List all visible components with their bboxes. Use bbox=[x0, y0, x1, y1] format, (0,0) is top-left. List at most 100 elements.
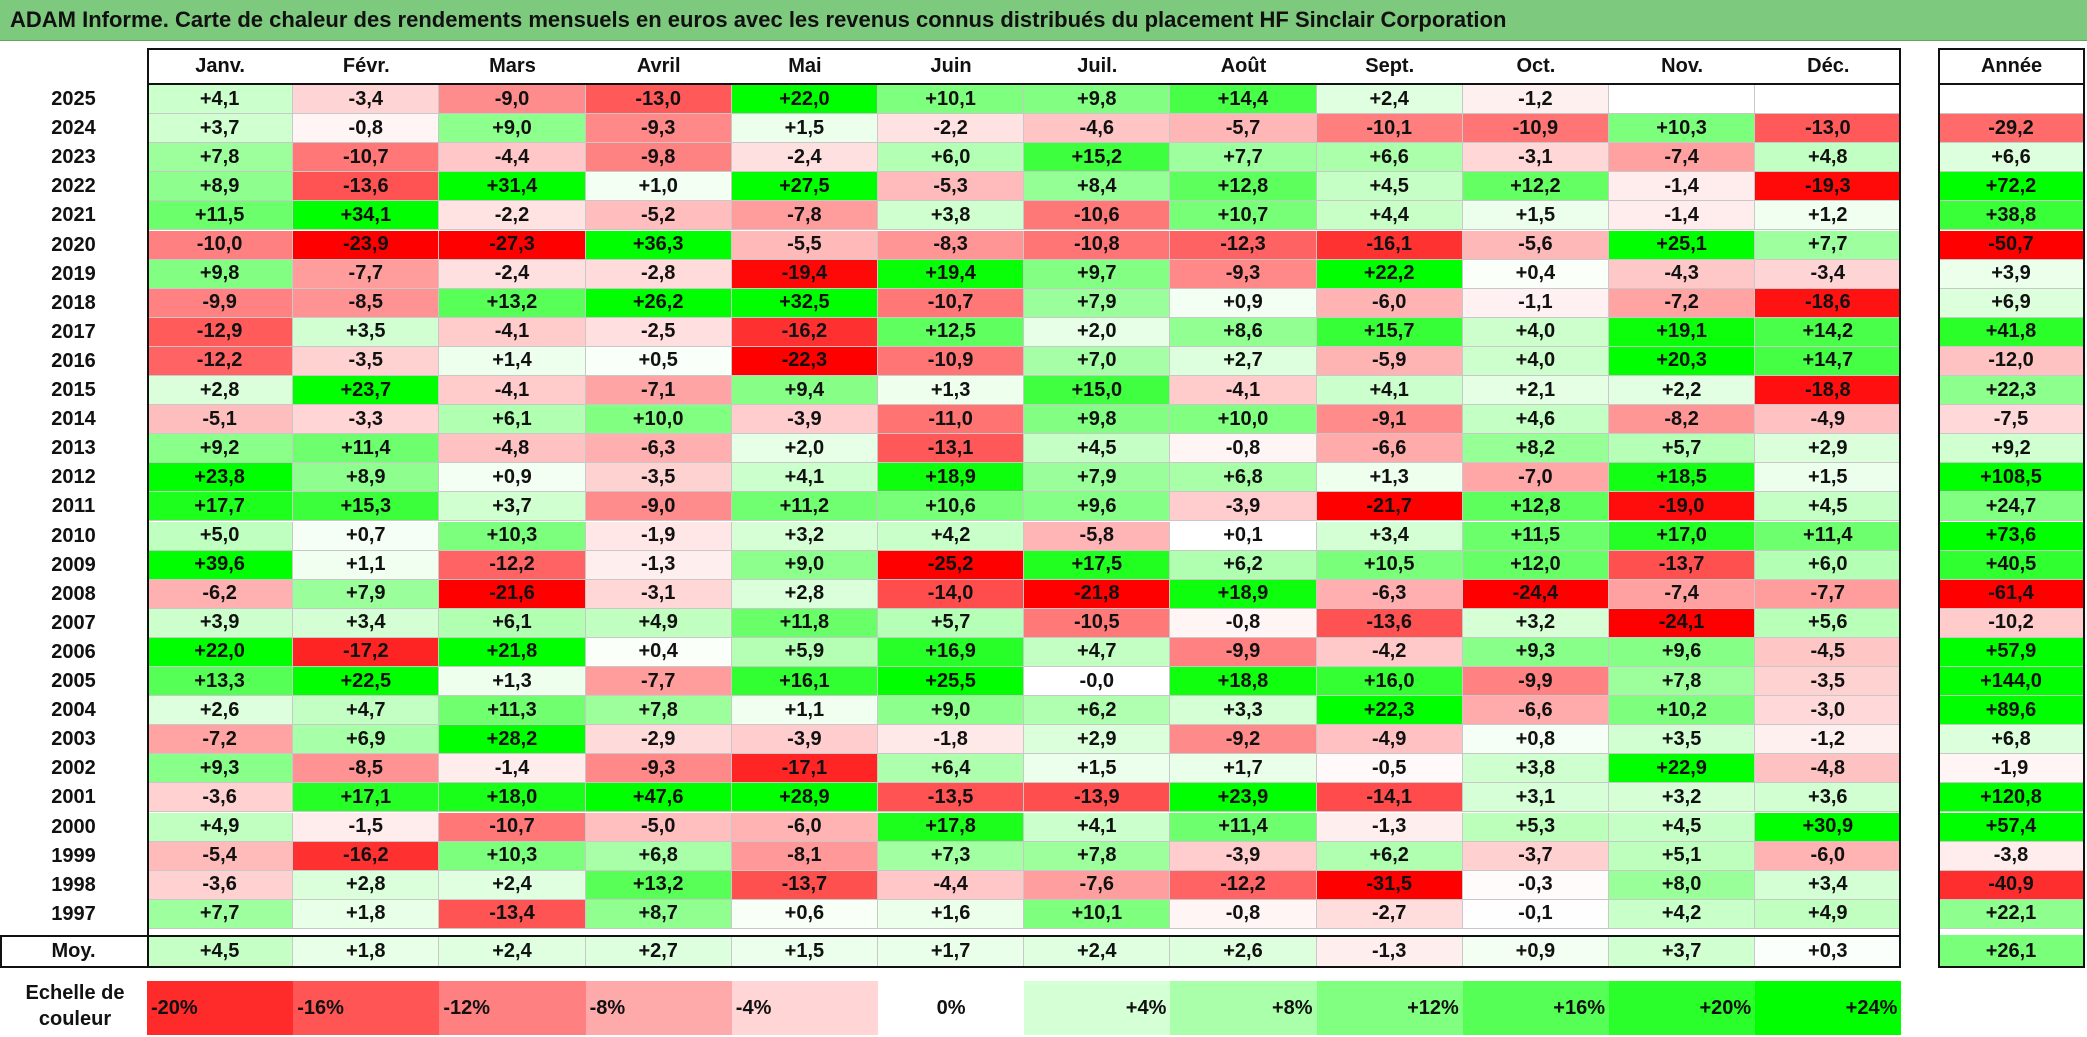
heatmap-cell: +7,8 bbox=[1609, 667, 1756, 697]
heatmap-cell: +6,8 bbox=[585, 841, 732, 871]
heatmap-cell: +10,6 bbox=[878, 492, 1025, 522]
heatmap-cell: +6,4 bbox=[878, 754, 1025, 784]
heatmap-cell: +7,9 bbox=[1024, 463, 1171, 493]
heatmap-cell: +2,4 bbox=[1316, 85, 1463, 115]
heatmap-cell: +3,5 bbox=[293, 317, 440, 347]
heatmap-cell: -5,8 bbox=[1024, 521, 1171, 551]
heatmap-cell: -6,0 bbox=[1316, 288, 1463, 318]
average-cell: +3,7 bbox=[1609, 935, 1756, 968]
heatmap-cell: -13,6 bbox=[1316, 608, 1463, 638]
heatmap-cell: +5,0 bbox=[147, 521, 294, 551]
heatmap-cell: +12,8 bbox=[1170, 172, 1317, 202]
scale-step: +20% bbox=[1609, 981, 1756, 1035]
heatmap-cell: -3,9 bbox=[1170, 492, 1317, 522]
heatmap-cell: -21,8 bbox=[1024, 579, 1171, 609]
heatmap-cell: -2,9 bbox=[585, 725, 732, 755]
heatmap-cell: -16,2 bbox=[731, 317, 878, 347]
heatmap-cell bbox=[1609, 85, 1756, 115]
heatmap-cell: +3,3 bbox=[1170, 696, 1317, 726]
year-label: 1998 bbox=[0, 870, 147, 900]
heatmap-cell: -3,0 bbox=[1755, 696, 1902, 726]
heatmap-cell: +1,5 bbox=[1462, 201, 1609, 231]
heatmap-cell: +23,8 bbox=[147, 463, 294, 493]
annual-cell: -1,9 bbox=[1938, 754, 2085, 784]
heatmap-cell: -10,7 bbox=[293, 143, 440, 173]
heatmap-cell: +4,4 bbox=[1316, 201, 1463, 231]
heatmap-cell: +14,4 bbox=[1170, 85, 1317, 115]
heatmap-cell: +18,8 bbox=[1170, 667, 1317, 697]
heatmap-cell: +17,1 bbox=[293, 783, 440, 813]
heatmap-cell: +10,1 bbox=[1024, 899, 1171, 929]
heatmap-cell: -3,9 bbox=[731, 725, 878, 755]
heatmap-cell: -2,5 bbox=[585, 317, 732, 347]
heatmap-cell: +1,3 bbox=[878, 376, 1025, 406]
heatmap-cell: +1,1 bbox=[293, 550, 440, 580]
heatmap-cell: +1,4 bbox=[439, 346, 586, 376]
heatmap-cell: +1,3 bbox=[439, 667, 586, 697]
heatmap-cell: +28,2 bbox=[439, 725, 586, 755]
heatmap-cell: +14,7 bbox=[1755, 346, 1902, 376]
heatmap-cell: +2,8 bbox=[293, 870, 440, 900]
heatmap-cell: +11,5 bbox=[1462, 521, 1609, 551]
heatmap-cell: -5,7 bbox=[1170, 114, 1317, 144]
year-label: 2017 bbox=[0, 317, 147, 347]
scale-step: 0% bbox=[878, 981, 1025, 1035]
year-label: 2020 bbox=[0, 230, 147, 260]
year-label: 2003 bbox=[0, 725, 147, 755]
average-annual-cell: +26,1 bbox=[1938, 935, 2085, 968]
heatmap-cell: -10,6 bbox=[1024, 201, 1171, 231]
heatmap-cell: +27,5 bbox=[731, 172, 878, 202]
heatmap-cell: +26,2 bbox=[585, 288, 732, 318]
heatmap-cell: +1,7 bbox=[1170, 754, 1317, 784]
heatmap-cell: +10,7 bbox=[1170, 201, 1317, 231]
heatmap-cell: -19,3 bbox=[1755, 172, 1902, 202]
heatmap-cell: -8,1 bbox=[731, 841, 878, 871]
heatmap-cell: -9,0 bbox=[585, 492, 732, 522]
annual-cell: +6,8 bbox=[1938, 725, 2085, 755]
heatmap-cell: -9,9 bbox=[1170, 637, 1317, 667]
scale-step: +16% bbox=[1462, 981, 1609, 1035]
heatmap-cell: -1,1 bbox=[1462, 288, 1609, 318]
heatmap-cell: -7,6 bbox=[1024, 870, 1171, 900]
heatmap-cell: -0,8 bbox=[1170, 899, 1317, 929]
heatmap-cell: -0,3 bbox=[1462, 870, 1609, 900]
month-header: Sept. bbox=[1316, 48, 1463, 84]
heatmap-cell: +10,5 bbox=[1316, 550, 1463, 580]
heatmap-cell: -9,2 bbox=[1170, 725, 1317, 755]
heatmap-cell: -22,3 bbox=[731, 346, 878, 376]
year-label: 2005 bbox=[0, 667, 147, 697]
heatmap-cell: +6,1 bbox=[439, 405, 586, 435]
heatmap-cell: +30,9 bbox=[1755, 812, 1902, 842]
heatmap-cell: +3,5 bbox=[1609, 725, 1756, 755]
heatmap-cell: +0,9 bbox=[439, 463, 586, 493]
heatmap-cell: +32,5 bbox=[731, 288, 878, 318]
heatmap-cell: +5,3 bbox=[1462, 812, 1609, 842]
heatmap-cell: +34,1 bbox=[293, 201, 440, 231]
heatmap-cell: -1,4 bbox=[439, 754, 586, 784]
year-label: 2011 bbox=[0, 492, 147, 522]
average-cell: +1,8 bbox=[293, 935, 440, 968]
heatmap-cell: -1,4 bbox=[1609, 172, 1756, 202]
annual-cell: -50,7 bbox=[1938, 230, 2085, 260]
heatmap-cell: -10,8 bbox=[1024, 230, 1171, 260]
heatmap-cell: -0,8 bbox=[1170, 608, 1317, 638]
heatmap-cell: +8,2 bbox=[1462, 434, 1609, 464]
annual-cell: +40,5 bbox=[1938, 550, 2085, 580]
month-header: Mai bbox=[731, 48, 878, 84]
year-label: 2007 bbox=[0, 608, 147, 638]
color-scale-label: Echelle de couleur bbox=[25, 982, 125, 1030]
heatmap-cell: +4,2 bbox=[878, 521, 1025, 551]
heatmap-cell: +11,4 bbox=[1170, 812, 1317, 842]
heatmap-cell: -17,1 bbox=[731, 754, 878, 784]
heatmap-cell: +4,1 bbox=[1024, 812, 1171, 842]
heatmap-cell: +0,1 bbox=[1170, 521, 1317, 551]
heatmap-cell: +4,1 bbox=[1316, 376, 1463, 406]
heatmap-cell: +3,9 bbox=[147, 608, 294, 638]
heatmap-cell: +17,7 bbox=[147, 492, 294, 522]
average-cell: +1,5 bbox=[731, 935, 878, 968]
heatmap-cell: +3,2 bbox=[731, 521, 878, 551]
heatmap-cell: +17,5 bbox=[1024, 550, 1171, 580]
heatmap-cell: -13,9 bbox=[1024, 783, 1171, 813]
heatmap-cell: -10,0 bbox=[147, 230, 294, 260]
heatmap-cell: -6,3 bbox=[1316, 579, 1463, 609]
